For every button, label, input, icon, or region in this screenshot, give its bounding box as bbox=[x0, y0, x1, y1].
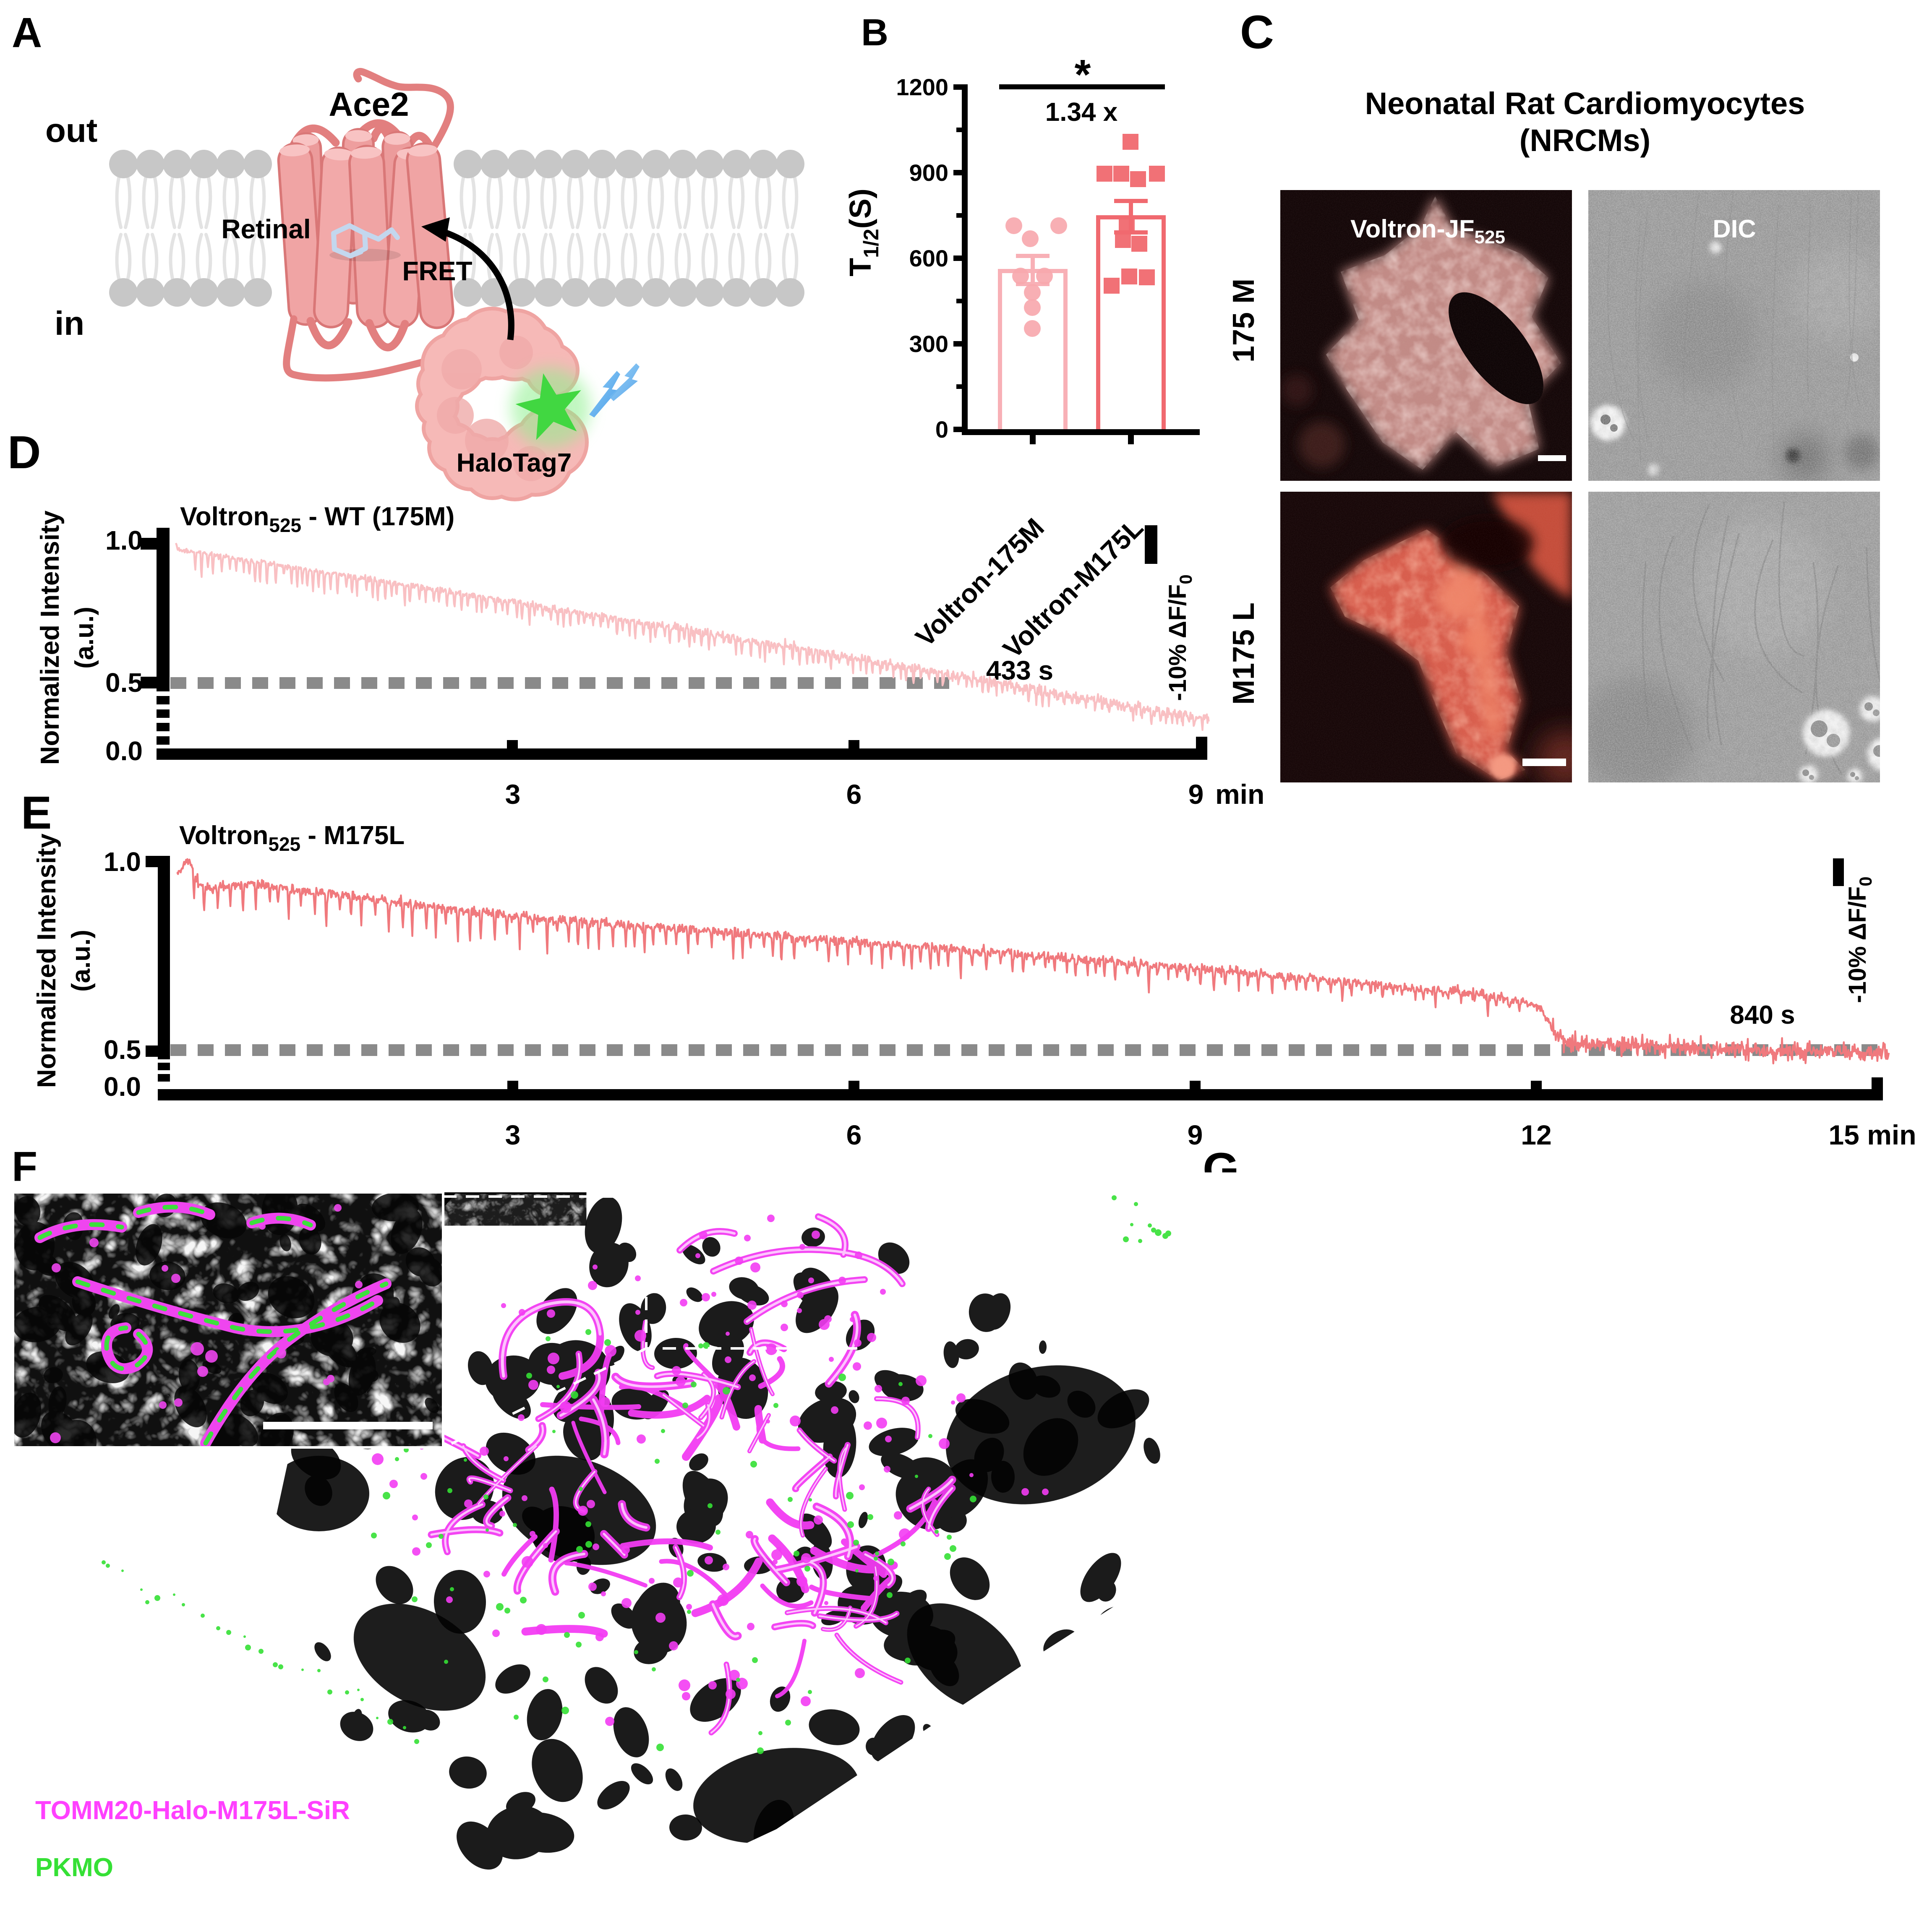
svg-text:F: F bbox=[12, 1143, 37, 1190]
svg-text:Ace2: Ace2 bbox=[329, 86, 409, 123]
svg-text:1.0: 1.0 bbox=[104, 847, 141, 877]
svg-text:900: 900 bbox=[909, 159, 948, 186]
svg-text:mStayGold(J)-SEC61β: mStayGold(J)-SEC61β bbox=[35, 1895, 311, 1922]
svg-text:HaloTag7: HaloTag7 bbox=[457, 448, 572, 477]
svg-text:(a.u.): (a.u.) bbox=[67, 930, 96, 992]
svg-text:600: 600 bbox=[909, 245, 948, 271]
svg-text:C: C bbox=[1240, 6, 1274, 58]
svg-text:0.9: 0.9 bbox=[1269, 1329, 1314, 1364]
svg-text:0.5: 0.5 bbox=[104, 1035, 141, 1065]
svg-text:3: 3 bbox=[505, 779, 521, 810]
svg-text:FRET: FRET bbox=[402, 256, 472, 286]
svg-text:3: 3 bbox=[505, 1119, 521, 1150]
svg-text:0.8: 0.8 bbox=[1269, 1429, 1314, 1465]
svg-text:6: 6 bbox=[846, 1119, 862, 1150]
svg-text:0.0: 0.0 bbox=[104, 1071, 141, 1102]
svg-text:-10% ΔF/F0: -10% ΔF/F0 bbox=[1844, 876, 1875, 1003]
svg-text:Normalized intensity: Normalized intensity bbox=[1198, 1334, 1235, 1654]
svg-text:Time/s: Time/s bbox=[1546, 1877, 1655, 1916]
svg-text:TOMM20-Halo-WT(175M): TOMM20-Halo-WT(175M) bbox=[1468, 1306, 1783, 1337]
svg-text:M175 L: M175 L bbox=[1227, 602, 1261, 705]
svg-text:1.0: 1.0 bbox=[105, 525, 143, 555]
svg-text:D: D bbox=[8, 427, 41, 478]
svg-text:1.34 x: 1.34 x bbox=[1045, 98, 1118, 127]
svg-text:0.7: 0.7 bbox=[1269, 1530, 1314, 1566]
svg-text:(a.u.): (a.u.) bbox=[70, 607, 99, 669]
svg-text:Normalized Intensity: Normalized Intensity bbox=[32, 833, 61, 1088]
svg-text:TOMM20-Halo-M175L-SiR: TOMM20-Halo-M175L-SiR bbox=[35, 1796, 350, 1825]
svg-text:300: 300 bbox=[909, 331, 948, 357]
svg-text:*: * bbox=[1075, 51, 1091, 98]
svg-text:175 M: 175 M bbox=[1227, 279, 1261, 362]
svg-text:0: 0 bbox=[935, 416, 948, 443]
svg-text:B: B bbox=[861, 12, 888, 54]
svg-text:Retinal: Retinal bbox=[221, 214, 311, 244]
svg-text:E: E bbox=[21, 787, 52, 839]
svg-text:PKMO: PKMO bbox=[35, 1853, 113, 1882]
svg-text:out: out bbox=[45, 112, 97, 149]
svg-text:G: G bbox=[1203, 1143, 1239, 1196]
svg-text:1200: 1200 bbox=[896, 74, 948, 100]
svg-text:840 s: 840 s bbox=[1730, 1001, 1795, 1030]
svg-text:Voltron525 - WT (175M): Voltron525 - WT (175M) bbox=[180, 502, 454, 536]
svg-text:0.0: 0.0 bbox=[105, 736, 143, 766]
svg-text:0.5: 0.5 bbox=[1269, 1732, 1314, 1768]
svg-text:1.0: 1.0 bbox=[1269, 1228, 1314, 1263]
svg-text:0.6: 0.6 bbox=[1269, 1631, 1314, 1667]
svg-text:6: 6 bbox=[846, 779, 862, 810]
svg-text:min: min bbox=[1215, 779, 1264, 810]
svg-text:A: A bbox=[12, 9, 42, 56]
svg-text:0.5: 0.5 bbox=[105, 667, 143, 698]
svg-text:TOMM20-Halo-M175L: TOMM20-Halo-M175L bbox=[1468, 1234, 1739, 1264]
svg-text:9: 9 bbox=[1188, 779, 1204, 810]
svg-text:15 min: 15 min bbox=[1828, 1119, 1916, 1150]
svg-text:12: 12 bbox=[1521, 1119, 1551, 1150]
svg-text:-10% ΔF/F0: -10% ΔF/F0 bbox=[1164, 574, 1196, 701]
svg-text:DIC: DIC bbox=[1713, 215, 1756, 243]
svg-text:9: 9 bbox=[1188, 1119, 1203, 1150]
svg-text:(NRCMs): (NRCMs) bbox=[1519, 123, 1650, 158]
svg-text:Neonatal Rat Cardiomyocytes: Neonatal Rat Cardiomyocytes bbox=[1365, 86, 1805, 121]
svg-text:in: in bbox=[55, 305, 84, 342]
svg-text:Normalized Intensity: Normalized Intensity bbox=[36, 510, 65, 765]
